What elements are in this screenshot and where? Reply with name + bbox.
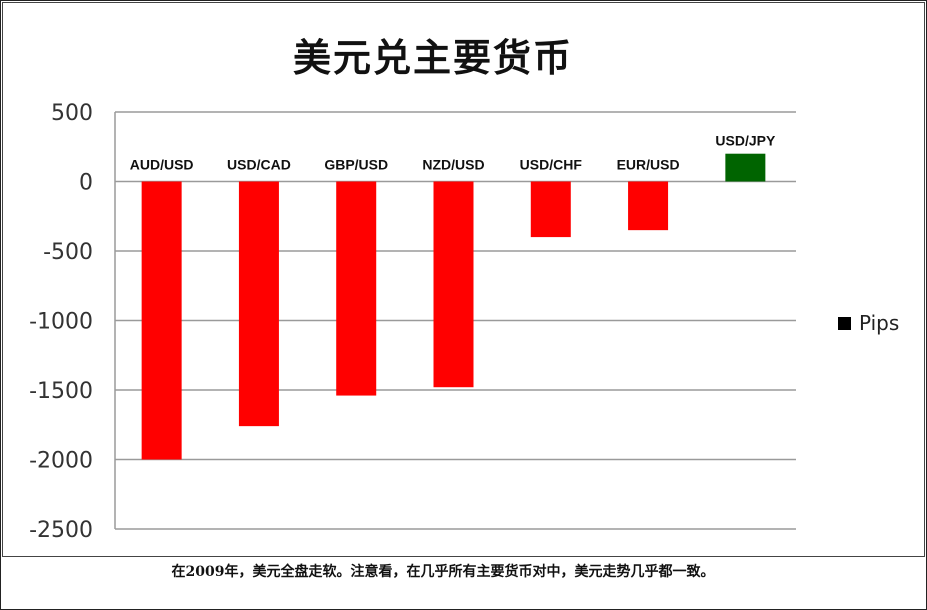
y-tick-label: -1000: [29, 310, 93, 335]
legend: Pips: [838, 311, 899, 335]
bar-gbp-usd: [336, 181, 377, 396]
bar-aud-usd: [141, 181, 182, 460]
chart-area: 美元兑主要货币 500 0 -500 -1000 -1500 -2000 -2500 AUD/…: [2, 2, 925, 557]
category-label: USD/CAD: [227, 157, 291, 173]
category-label: GBP/USD: [324, 157, 388, 173]
category-label: USD/CHF: [520, 157, 583, 173]
y-tick-label: -2500: [29, 518, 93, 543]
y-tick-label: -1500: [29, 379, 93, 404]
category-label: USD/JPY: [715, 133, 776, 149]
bar-usd-cad: [238, 181, 279, 427]
y-tick-label: -500: [43, 240, 93, 265]
bar-eur-usd: [628, 181, 669, 231]
bar-chart: 500 0 -500 -1000 -1500 -2000 -2500 AUD/USD USD/C…: [29, 101, 796, 543]
legend-label-pips: Pips: [859, 311, 900, 335]
y-tick-label: 500: [51, 101, 93, 126]
y-tick-label: -2000: [29, 449, 93, 474]
category-label: EUR/USD: [617, 157, 680, 173]
bar-usd-jpy: [725, 153, 766, 182]
legend-swatch-pips: [838, 316, 851, 330]
y-tick-label: 0: [79, 171, 93, 196]
figure-caption: 在2009年，美元全盘走软。注意看，在几乎所有主要货币对中，美元走势几乎都一致。: [171, 564, 715, 580]
category-label: NZD/USD: [422, 157, 484, 173]
category-label: AUD/USD: [130, 157, 194, 173]
bar-usd-chf: [530, 181, 571, 238]
chart-title: 美元兑主要货币: [292, 35, 573, 80]
bar-nzd-usd: [433, 181, 474, 388]
